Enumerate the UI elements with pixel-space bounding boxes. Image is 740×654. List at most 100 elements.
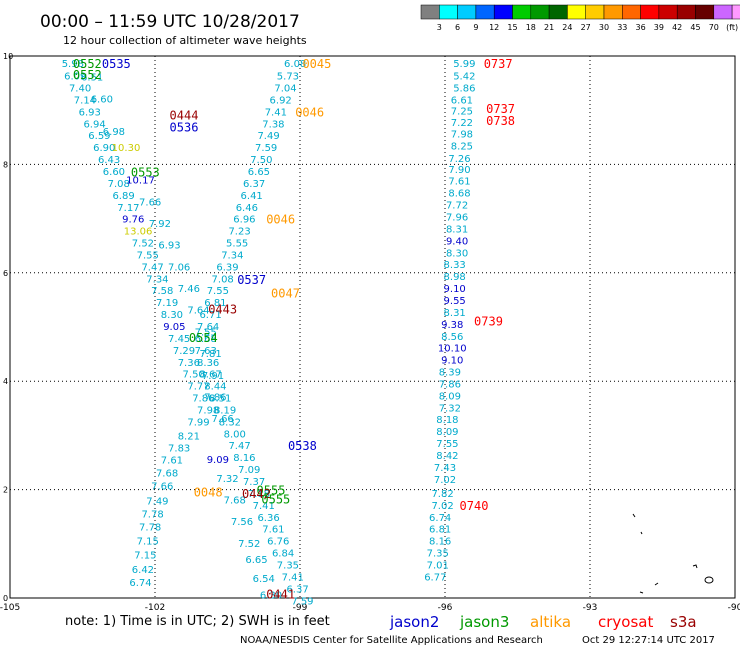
swh-value: 8.30: [161, 310, 183, 321]
swh-value: 7.19: [156, 298, 178, 309]
swh-value: 7.14: [74, 95, 96, 106]
time-label: 0740: [460, 499, 489, 513]
swh-value: 9.40: [446, 236, 468, 247]
time-label: 0536: [170, 121, 199, 135]
colorbar-label: 27: [581, 23, 591, 32]
series-track_A: 5.986.097.407.146.936.946.596.906.436.60…: [62, 59, 220, 589]
time-label: 0737: [486, 102, 515, 116]
colorbar-swatch: [420, 4, 440, 20]
swh-value: 7.68: [156, 468, 178, 479]
swh-value: 8.31: [444, 308, 466, 319]
colorbar-swatch: [640, 4, 660, 20]
chart-subtitle: 12 hour collection of altimeter wave hei…: [63, 34, 307, 47]
colorbar-label: 21: [544, 23, 554, 32]
x-tick-label: -93: [583, 603, 598, 613]
time-label: 0555: [261, 492, 290, 506]
swh-value: 7.43: [434, 463, 456, 474]
swh-value: 7.36: [178, 358, 200, 369]
swh-value: 7.50: [183, 370, 205, 381]
swh-value: 7.61: [448, 177, 470, 188]
colorbar-swatch: [585, 4, 605, 20]
swh-value: 7.98: [197, 405, 219, 416]
swh-value: 6.94: [83, 119, 105, 130]
plot-frame: [9, 55, 736, 599]
swh-value: 7.52: [238, 539, 260, 550]
swh-value: 6.39: [216, 262, 238, 273]
time-label: 0441: [266, 588, 295, 602]
swh-value: 7.34: [146, 274, 168, 285]
y-tick-label: 4: [3, 377, 8, 386]
swh-value: 7.35: [427, 549, 449, 560]
colorbar-swatch: [530, 4, 550, 20]
swh-value: 7.08: [212, 274, 234, 285]
swh-value: 9.09: [207, 455, 229, 466]
swh-value: 5.86: [453, 84, 475, 95]
swh-value: 7.49: [146, 497, 168, 508]
swh-value: 8.39: [439, 368, 461, 379]
x-tick-label: -96: [438, 603, 453, 613]
colorbar-swatch: [548, 4, 568, 20]
legend-altika: altika: [530, 613, 571, 631]
colorbar-swatch: [603, 4, 623, 20]
swh-value: 5.55: [226, 239, 248, 250]
swh-value: 6.59: [88, 131, 110, 142]
swh-value: 7.59: [291, 596, 313, 607]
x-tick-label: -99: [293, 603, 308, 613]
swh-value: 6.89: [112, 191, 134, 202]
swh-value: 8.16: [429, 537, 451, 548]
swh-value: 9.76: [122, 215, 144, 226]
swh-value: 6.30: [260, 590, 282, 601]
swh-value: 7.66: [151, 481, 173, 492]
y-tick-label: 10: [3, 52, 13, 61]
swh-value: 10.30: [112, 143, 141, 154]
swh-value: 7.08: [108, 179, 130, 190]
swh-value: 6.77: [424, 572, 446, 583]
swh-value: 7.34: [221, 250, 243, 261]
swh-value: 7.92: [149, 219, 171, 230]
swh-value: 7.22: [451, 118, 473, 129]
plot-area: -105 -102 -99 -96 -93 -9002468105.995.425.866…: [0, 52, 740, 613]
y-tick-label: 8: [3, 160, 8, 169]
swh-value: 7.04: [274, 84, 296, 95]
swh-value: 7.91: [202, 371, 224, 382]
swh-value: 7.96: [446, 213, 468, 224]
series-track_D: 5.99 5.425.866.617.257.227.988.257.267.90…: [424, 59, 475, 583]
time-label: 0444: [170, 109, 199, 123]
swh-value: 8.98: [444, 272, 466, 283]
swh-value: 7.66: [212, 414, 234, 425]
swh-value: 13.06: [124, 227, 153, 238]
swh-value: 7.41: [253, 501, 275, 512]
footer-note: note: 1) Time is in UTC; 2) SWH is in fe…: [65, 614, 330, 629]
swh-value: 6.81: [204, 298, 226, 309]
swh-value: 7.26: [448, 154, 470, 165]
swh-value: 8.30: [446, 248, 468, 259]
swh-value: 8.44: [204, 382, 226, 393]
time-label: 0738: [486, 114, 515, 128]
colorbar-swatch: [695, 4, 715, 20]
swh-value: 7.06: [168, 262, 190, 273]
swh-value: 7.63: [195, 346, 217, 357]
colorbar-swatch: [512, 4, 532, 20]
time-label: 0046: [266, 213, 295, 227]
colorbar-swatch: [658, 4, 678, 20]
series-track_C: 6.085.737.046.927.417.387.497.597.506.65…: [195, 59, 314, 607]
swh-value: 7.50: [250, 155, 272, 166]
swh-value: 7.68: [224, 495, 246, 506]
swh-value: 7.86: [439, 379, 461, 390]
swh-value: 7.02: [431, 501, 453, 512]
time-label: 0552: [73, 57, 102, 71]
colorbar-label: 3: [437, 23, 442, 32]
colorbar-label: 39: [654, 23, 664, 32]
swh-value: 8.16: [233, 453, 255, 464]
swh-value: 7.45: [168, 334, 190, 345]
colorbar-label: 12: [489, 23, 499, 32]
x-tick-label: -90: [728, 603, 740, 613]
y-tick-label: 2: [3, 486, 8, 495]
x-tick-label: -105: [0, 603, 20, 613]
swh-value: 7.86: [204, 392, 226, 403]
time-label: 0737: [484, 57, 513, 71]
swh-value: 7.83: [168, 443, 190, 454]
swh-value: 7.49: [257, 131, 279, 142]
swh-value: 9.10: [441, 356, 463, 367]
